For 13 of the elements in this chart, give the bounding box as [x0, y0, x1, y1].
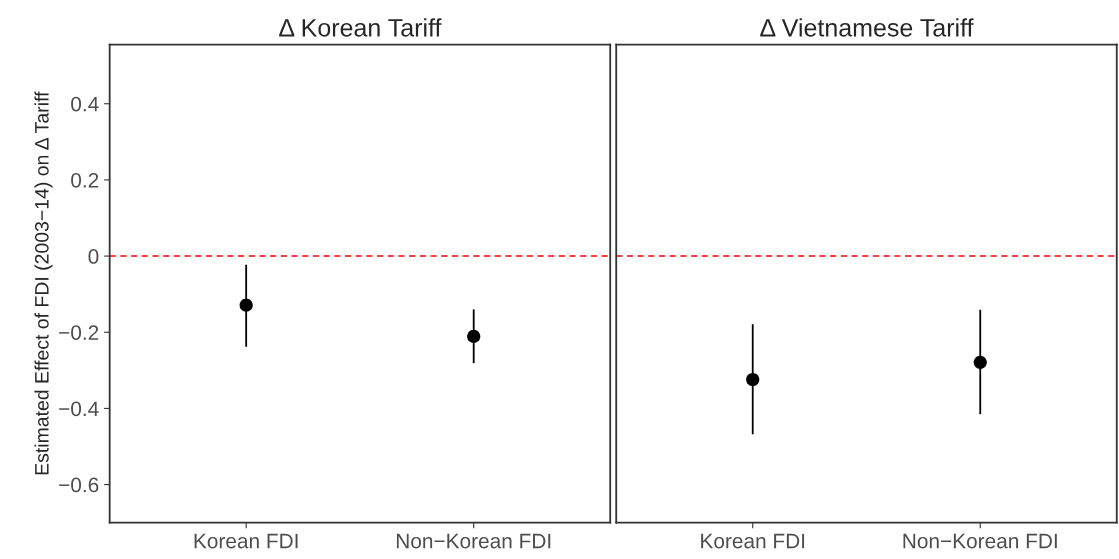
chart-title: Δ Vietnamese Tariff — [760, 18, 974, 37]
x-tick-label: Korean FDI — [194, 533, 298, 549]
y-tick-label: 0 — [88, 249, 99, 264]
chart-title: Δ Korean Tariff — [279, 18, 442, 37]
y-tick-label: −0.6 — [59, 477, 99, 493]
y-tick-label: −0.4 — [59, 401, 99, 417]
y-tick-label: 0.2 — [71, 172, 99, 188]
y-axis-title: Estimated Effect of FDI (2003−14) on Δ Tariff — [34, 91, 53, 475]
x-tick-label: Non−Korean FDI — [903, 533, 1057, 549]
y-tick-label: −0.2 — [59, 325, 99, 340]
y-tick-label: 0.4 — [71, 96, 99, 112]
x-tick-label: Korean FDI — [701, 533, 805, 549]
x-tick-label: Non−Korean FDI — [396, 533, 551, 549]
